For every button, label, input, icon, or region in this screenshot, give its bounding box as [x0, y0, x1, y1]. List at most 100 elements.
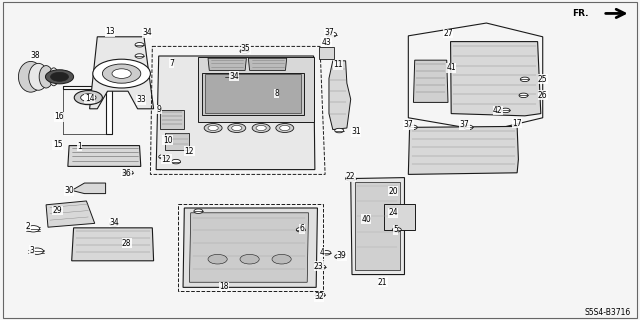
Text: 9: 9: [156, 105, 161, 114]
Text: 33: 33: [136, 95, 146, 104]
Circle shape: [408, 125, 417, 130]
Bar: [202, 73, 304, 115]
Text: 34: 34: [142, 28, 152, 37]
Text: 2: 2: [26, 222, 31, 231]
Text: 27: 27: [443, 29, 453, 38]
Text: 25: 25: [538, 75, 548, 84]
Text: 38: 38: [30, 52, 40, 60]
Text: 6: 6: [300, 224, 305, 233]
Polygon shape: [413, 60, 448, 102]
Circle shape: [317, 265, 326, 269]
Text: 16: 16: [54, 112, 64, 121]
Text: 3: 3: [29, 246, 35, 255]
Circle shape: [232, 125, 242, 131]
Text: 36: 36: [122, 169, 132, 178]
Text: 28: 28: [122, 239, 131, 248]
Circle shape: [315, 292, 325, 298]
Circle shape: [280, 125, 290, 131]
Text: 41: 41: [446, 63, 456, 72]
Circle shape: [519, 93, 528, 98]
Text: 40: 40: [361, 215, 371, 224]
Circle shape: [520, 77, 529, 82]
Circle shape: [322, 251, 331, 255]
Text: 15: 15: [52, 140, 63, 149]
Polygon shape: [198, 57, 314, 122]
Polygon shape: [189, 213, 308, 282]
Circle shape: [225, 75, 234, 80]
Circle shape: [27, 226, 40, 232]
Circle shape: [335, 254, 344, 259]
Polygon shape: [63, 86, 112, 134]
Polygon shape: [72, 183, 106, 194]
Circle shape: [109, 222, 118, 226]
Circle shape: [296, 228, 305, 232]
Circle shape: [194, 209, 203, 213]
Polygon shape: [451, 42, 541, 116]
Text: 20: 20: [388, 187, 398, 196]
Ellipse shape: [19, 61, 43, 92]
Text: 13: 13: [105, 28, 115, 36]
Polygon shape: [248, 58, 287, 70]
Text: 21: 21: [378, 278, 387, 287]
Circle shape: [172, 159, 180, 164]
Text: 4: 4: [320, 248, 325, 257]
Circle shape: [256, 125, 266, 131]
Polygon shape: [408, 126, 518, 174]
Text: 12: 12: [185, 147, 194, 156]
Text: 10: 10: [163, 136, 173, 145]
Ellipse shape: [49, 68, 58, 86]
Polygon shape: [68, 146, 141, 166]
Polygon shape: [329, 61, 351, 130]
Polygon shape: [46, 201, 95, 227]
Text: 37: 37: [324, 28, 334, 37]
Text: 37: 37: [460, 120, 470, 129]
Circle shape: [93, 59, 150, 88]
Polygon shape: [156, 56, 315, 170]
Circle shape: [135, 54, 144, 58]
Circle shape: [74, 91, 102, 105]
Text: 26: 26: [538, 91, 548, 100]
Text: 7: 7: [169, 59, 174, 68]
Bar: [319, 47, 334, 59]
Circle shape: [159, 155, 168, 159]
Circle shape: [81, 94, 96, 101]
Circle shape: [240, 254, 259, 264]
Text: 34: 34: [109, 218, 119, 227]
Polygon shape: [72, 228, 154, 261]
Text: 8: 8: [274, 89, 279, 98]
Text: 37: 37: [403, 120, 413, 129]
Text: 12: 12: [162, 155, 171, 164]
Circle shape: [123, 170, 133, 175]
Circle shape: [208, 254, 227, 264]
Bar: [384, 204, 415, 230]
Text: 29: 29: [52, 206, 63, 215]
Text: S5S4-B3716: S5S4-B3716: [584, 308, 630, 317]
Polygon shape: [351, 178, 404, 275]
Bar: [160, 110, 184, 129]
Text: 32: 32: [314, 292, 324, 301]
Text: 39: 39: [337, 252, 347, 260]
Text: 18: 18: [220, 282, 228, 291]
Text: 31: 31: [351, 127, 361, 136]
Circle shape: [464, 125, 473, 130]
Text: 42: 42: [493, 106, 503, 115]
Circle shape: [346, 176, 356, 181]
Circle shape: [112, 69, 131, 78]
Text: 17: 17: [512, 119, 522, 128]
Text: 1: 1: [77, 142, 82, 151]
Text: 30: 30: [64, 186, 74, 195]
Circle shape: [102, 64, 141, 83]
Ellipse shape: [39, 66, 53, 88]
Text: FR.: FR.: [572, 9, 589, 18]
Text: 23: 23: [314, 262, 324, 271]
Bar: [355, 182, 400, 270]
Text: 11: 11: [333, 60, 342, 69]
Text: 5: 5: [393, 225, 398, 234]
Circle shape: [51, 72, 68, 81]
Polygon shape: [208, 58, 246, 70]
Bar: [205, 74, 301, 113]
Text: 34: 34: [229, 72, 239, 81]
Circle shape: [392, 228, 401, 232]
Ellipse shape: [29, 63, 48, 90]
Polygon shape: [90, 37, 154, 109]
